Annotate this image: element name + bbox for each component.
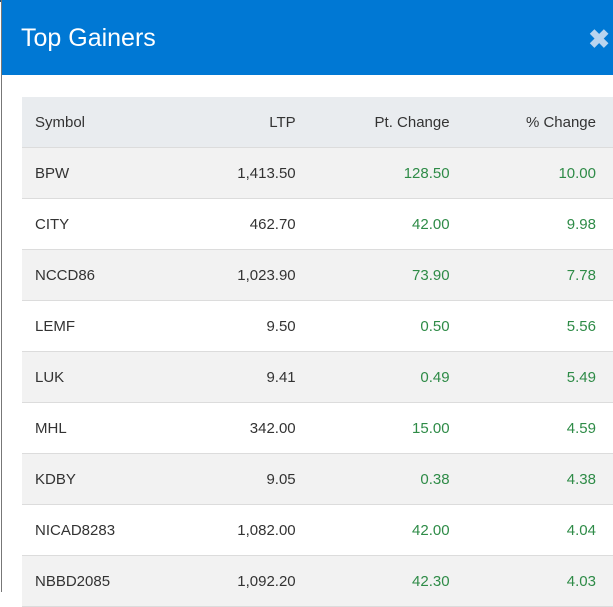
table-row[interactable]: CITY 462.70 42.00 9.98 [22,198,613,250]
column-header-pct-change[interactable]: % Change [450,97,613,148]
pt-change-cell: 42.00 [296,198,451,250]
table-row[interactable]: LUK 9.41 0.49 5.49 [22,351,613,403]
modal-title: Top Gainers [21,24,156,52]
column-header-symbol[interactable]: Symbol [22,97,182,148]
table-row[interactable]: NCCD86 1,023.90 73.90 7.78 [22,249,613,301]
symbol-cell: NBBD2085 [22,555,182,607]
symbol-cell: KDBY [22,453,182,505]
ltp-cell: 1,082.00 [181,504,297,556]
pct-change-cell: 4.04 [450,504,613,556]
ltp-cell: 1,023.90 [181,249,297,301]
ltp-cell: 342.00 [181,402,297,454]
column-header-pt-change[interactable]: Pt. Change [296,97,451,148]
table-row[interactable]: BPW 1,413.50 128.50 10.00 [22,147,613,199]
pct-change-cell: 4.03 [450,555,613,607]
pt-change-cell: 73.90 [296,249,451,301]
gainers-table: Symbol LTP Pt. Change % Change BPW 1,413.… [22,97,613,607]
ltp-cell: 9.41 [181,351,297,403]
symbol-cell: MHL [22,402,182,454]
pt-change-cell: 42.30 [296,555,451,607]
pct-change-cell: 4.38 [450,453,613,505]
pt-change-cell: 128.50 [296,147,451,199]
pt-change-cell: 42.00 [296,504,451,556]
ltp-cell: 1,092.20 [181,555,297,607]
symbol-cell: CITY [22,198,182,250]
modal-header: Top Gainers ✖ [2,0,613,75]
ltp-cell: 9.05 [181,453,297,505]
pt-change-cell: 0.50 [296,300,451,352]
symbol-cell: LEMF [22,300,182,352]
ltp-cell: 462.70 [181,198,297,250]
table-row[interactable]: LEMF 9.50 0.50 5.56 [22,300,613,352]
table-row[interactable]: KDBY 9.05 0.38 4.38 [22,453,613,505]
symbol-cell: BPW [22,147,182,199]
table-row[interactable]: MHL 342.00 15.00 4.59 [22,402,613,454]
pt-change-cell: 0.38 [296,453,451,505]
pct-change-cell: 9.98 [450,198,613,250]
pct-change-cell: 4.59 [450,402,613,454]
table-header-row: Symbol LTP Pt. Change % Change [22,97,613,148]
column-header-ltp[interactable]: LTP [181,97,297,148]
ltp-cell: 9.50 [181,300,297,352]
pt-change-cell: 0.49 [296,351,451,403]
table-row[interactable]: NICAD8283 1,082.00 42.00 4.04 [22,504,613,556]
pct-change-cell: 10.00 [450,147,613,199]
table-row[interactable]: NBBD2085 1,092.20 42.30 4.03 [22,555,613,607]
pct-change-cell: 5.49 [450,351,613,403]
pct-change-cell: 7.78 [450,249,613,301]
symbol-cell: LUK [22,351,182,403]
symbol-cell: NCCD86 [22,249,182,301]
ltp-cell: 1,413.50 [181,147,297,199]
pct-change-cell: 5.56 [450,300,613,352]
symbol-cell: NICAD8283 [22,504,182,556]
pt-change-cell: 15.00 [296,402,451,454]
close-icon[interactable]: ✖ [588,24,610,54]
